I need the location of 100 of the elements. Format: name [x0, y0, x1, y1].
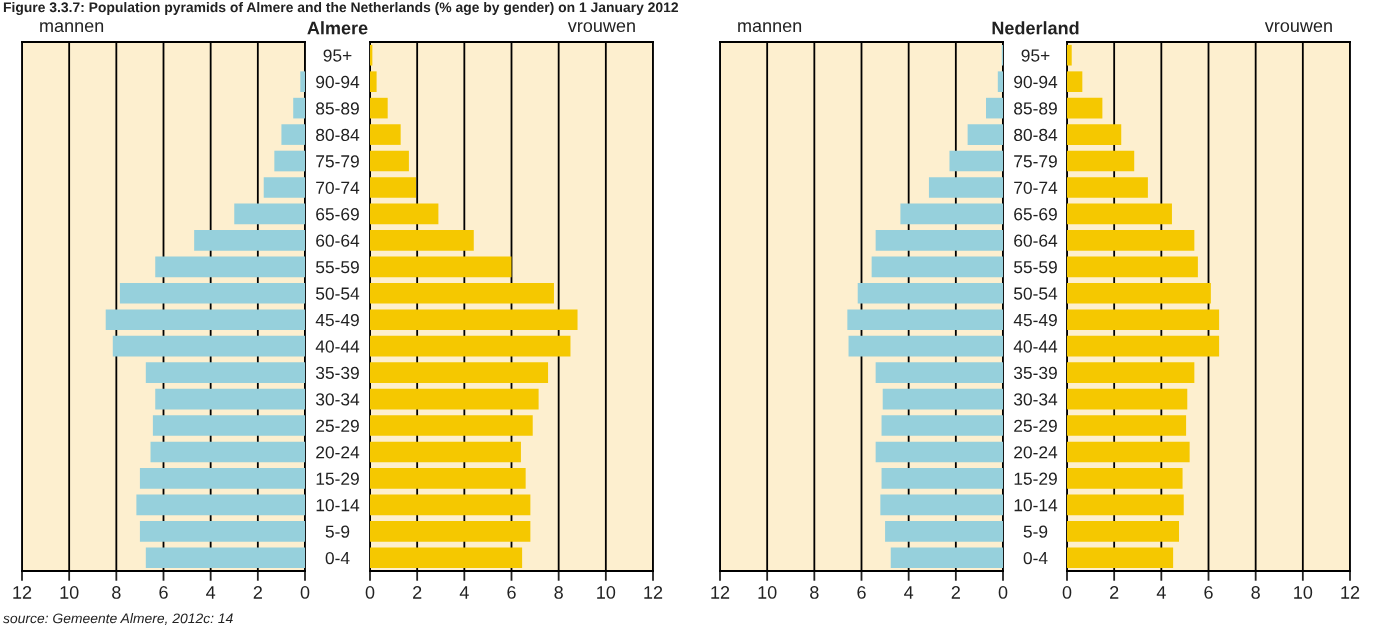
bar — [885, 521, 1003, 542]
x-tick-label: 2 — [413, 586, 422, 599]
bar — [370, 415, 533, 436]
source-note: source: Gemeente Almere, 2012c: 14 — [3, 613, 233, 625]
bar — [882, 388, 1003, 410]
y-tick-label: 25-29 — [316, 419, 359, 432]
bar — [139, 468, 305, 489]
bar — [875, 230, 1003, 251]
bar — [370, 150, 409, 172]
chart-subtitle: mannen — [40, 22, 104, 33]
x-tick-label: 6 — [159, 586, 168, 599]
bar — [1067, 441, 1190, 463]
y-tick-label: 45-49 — [1013, 313, 1057, 327]
chart-subtitle: vrouwen — [1264, 22, 1332, 33]
y-tick-label: 0-4 — [1023, 551, 1048, 565]
bar — [1067, 415, 1187, 436]
y-tick-label: 35-39 — [1013, 366, 1057, 380]
y-tick-label: 45-49 — [315, 313, 359, 327]
bar — [1067, 97, 1103, 119]
y-tick-label: 95+ — [1021, 49, 1050, 62]
x-tick-label: 2 — [1110, 586, 1119, 599]
x-tick-label: 6 — [507, 586, 516, 599]
y-tick-label: 70-74 — [316, 181, 360, 194]
x-tick-label: 0 — [1062, 586, 1072, 599]
x-tick-label: 6 — [1204, 586, 1213, 599]
x-tick-label: 12 — [1341, 586, 1360, 599]
bar — [370, 282, 554, 304]
bar — [1067, 150, 1135, 172]
y-tick-label: 95+ — [323, 49, 352, 62]
bar — [300, 71, 305, 92]
bar — [1067, 494, 1184, 516]
bar — [139, 521, 305, 542]
y-tick-label: 35-39 — [315, 366, 359, 380]
bar — [119, 282, 305, 304]
bar — [1067, 388, 1188, 410]
x-tick-label: 10 — [1294, 586, 1313, 599]
bar — [847, 309, 1003, 331]
bar — [370, 97, 388, 119]
y-tick-label: 50-54 — [1014, 287, 1058, 300]
y-tick-label: 75-79 — [316, 155, 359, 168]
y-tick-label: 50-54 — [316, 287, 360, 300]
y-tick-label: 70-74 — [1014, 181, 1058, 194]
bar — [370, 309, 578, 331]
bar — [145, 547, 305, 569]
bar — [145, 362, 305, 383]
bar — [928, 177, 1003, 198]
chart-subtitle: vrouwen — [567, 22, 635, 33]
x-tick-label: 12 — [644, 586, 663, 599]
x-tick-label: 12 — [13, 586, 32, 599]
bar — [880, 494, 1003, 516]
y-tick-label: 25-29 — [1014, 419, 1057, 432]
bar — [155, 388, 305, 410]
bar — [1067, 256, 1198, 278]
y-tick-label: 85-89 — [316, 102, 359, 115]
bar — [967, 124, 1003, 145]
bar — [370, 494, 531, 516]
bar — [997, 71, 1003, 92]
y-tick-label: 75-79 — [1014, 155, 1057, 168]
x-tick-label: 0 — [365, 586, 375, 599]
x-tick-label: 8 — [1251, 586, 1260, 599]
bar — [370, 468, 526, 489]
x-tick-label: 8 — [554, 586, 563, 599]
caption: Figure 3.3.7: Population pyramids of Almere and the Netherlands (% age by gender) on 1 January 2012 — [3, 2, 679, 16]
y-tick-label: 10-14 — [316, 499, 360, 512]
bar — [1067, 309, 1220, 331]
bar — [949, 150, 1003, 172]
bar — [370, 230, 474, 251]
bar — [370, 388, 539, 410]
bar — [890, 547, 1003, 569]
bar — [1067, 362, 1195, 383]
bar — [1067, 547, 1174, 569]
bar — [274, 150, 305, 172]
x-tick-label: 4 — [904, 586, 914, 599]
y-tick-label: 55-59 — [1014, 260, 1057, 274]
bar — [1067, 124, 1122, 145]
bar — [112, 335, 305, 357]
bar — [875, 362, 1003, 383]
bar — [155, 256, 305, 278]
x-tick-label: 4 — [459, 586, 469, 599]
bar — [1067, 230, 1195, 251]
y-tick-label: 65-69 — [316, 208, 359, 221]
y-tick-label: 20-24 — [1014, 446, 1058, 459]
x-tick-label: 4 — [1156, 586, 1166, 599]
bar — [152, 415, 305, 436]
bar — [370, 71, 377, 92]
bar — [881, 415, 1003, 436]
x-tick-label: 6 — [857, 586, 866, 599]
bar — [857, 282, 1003, 304]
x-tick-label: 0 — [998, 586, 1008, 599]
y-tick-label: 80-84 — [316, 128, 360, 142]
bar — [234, 203, 305, 225]
bar — [1067, 44, 1072, 66]
x-tick-label: 8 — [112, 586, 121, 599]
x-tick-label: 2 — [951, 586, 960, 599]
bar — [194, 230, 305, 251]
bar — [370, 124, 401, 145]
x-tick-label: 4 — [206, 586, 216, 599]
bar — [370, 521, 531, 542]
bar — [881, 468, 1003, 489]
bar — [370, 547, 523, 569]
